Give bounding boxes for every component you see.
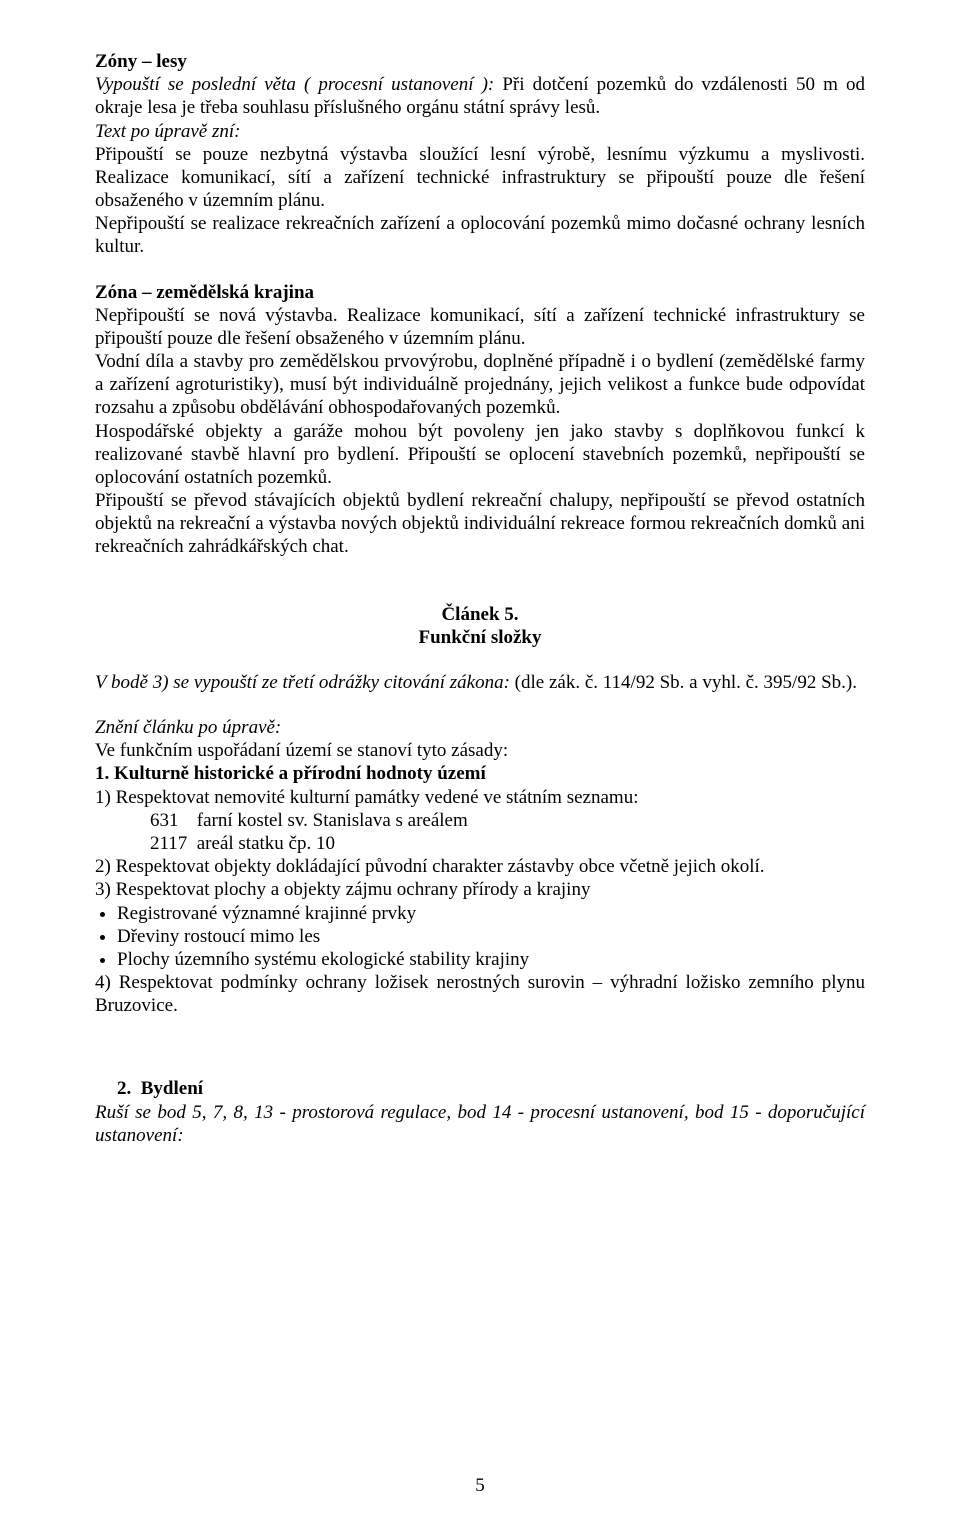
monument-number: 2117 (150, 832, 192, 855)
paragraph: Připouští se převod stávajících objektů … (95, 489, 865, 559)
monument-row: 2117 areál statku čp. 10 (150, 832, 865, 855)
paragraph: Nepřipouští se realizace rekreačních zař… (95, 212, 865, 258)
heading-zony-lesy: Zóny – lesy (95, 50, 865, 73)
monument-text: farní kostel sv. Stanislava s areálem (197, 810, 468, 831)
label-text-po-uprave: Text po úpravě zní: (95, 120, 865, 143)
paragraph: Vypouští se poslední věta ( procesní ust… (95, 73, 865, 119)
label-zneni-po-uprave: Znění článku po úpravě: (95, 716, 865, 739)
heading-clanek5: Článek 5. (95, 603, 865, 626)
document-page: Zóny – lesy Vypouští se poslední věta ( … (0, 0, 960, 1537)
paragraph: Připouští se pouze nezbytná výstavba slo… (95, 143, 865, 213)
paragraph: V bodě 3) se vypouští ze třetí odrážky c… (95, 671, 865, 694)
paragraph: Vodní díla a stavby pro zemědělskou prvo… (95, 350, 865, 420)
heading-kulturne-historicke: 1. Kulturně historické a přírodní hodnot… (95, 762, 865, 785)
monument-text: areál statku čp. 10 (197, 833, 335, 854)
paragraph: Nepřipouští se nová výstavba. Realizace … (95, 304, 865, 350)
text-italic: V bodě 3) se vypouští ze třetí odrážky c… (95, 672, 510, 693)
bullet-list: Registrované významné krajinné prvky Dře… (95, 902, 865, 972)
bullet-item: Dřeviny rostoucí mimo les (117, 925, 865, 948)
list-item: 3) Respektovat plochy a objekty zájmu oc… (95, 878, 865, 901)
page-number: 5 (0, 1474, 960, 1497)
paragraph: Ve funkčním uspořádaní území se stanoví … (95, 739, 865, 762)
heading-bydleni: 2. Bydlení (95, 1077, 865, 1100)
monument-list: 631 farní kostel sv. Stanislava s areále… (95, 809, 865, 855)
text-italic: Vypouští se poslední věta ( procesní ust… (95, 74, 494, 95)
list-item: 1) Respektovat nemovité kulturní památky… (95, 786, 865, 809)
paragraph: Ruší se bod 5, 7, 8, 13 - prostorová reg… (95, 1101, 865, 1147)
heading-number: 2. (117, 1078, 131, 1099)
list-item: 4) Respektovat podmínky ochrany ložisek … (95, 971, 865, 1017)
heading-funkcni-slozky: Funkční složky (95, 626, 865, 649)
monument-number: 631 (150, 809, 192, 832)
monument-row: 631 farní kostel sv. Stanislava s areále… (150, 809, 865, 832)
list-item: 2) Respektovat objekty dokládající původ… (95, 855, 865, 878)
heading-text: Bydlení (141, 1078, 203, 1099)
bullet-item: Registrované významné krajinné prvky (117, 902, 865, 925)
paragraph: Hospodářské objekty a garáže mohou být p… (95, 420, 865, 490)
bullet-item: Plochy územního systému ekologické stabi… (117, 948, 865, 971)
text: (dle zák. č. 114/92 Sb. a vyhl. č. 395/9… (510, 672, 857, 693)
heading-zona-zemedelska: Zóna – zemědělská krajina (95, 281, 865, 304)
